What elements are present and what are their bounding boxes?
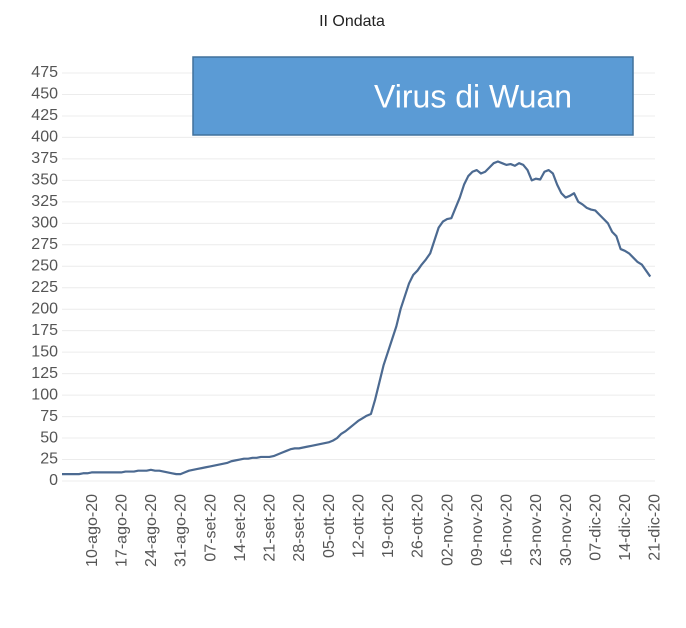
y-tick-label: 350 — [31, 172, 58, 189]
annotation: Virus di Wuan — [374, 78, 572, 114]
y-tick-label: 100 — [31, 386, 58, 403]
x-tick-label: 14-set-20 — [232, 494, 249, 562]
x-tick-label: 23-nov-20 — [528, 494, 545, 566]
x-tick-label: 21-dic-20 — [647, 494, 664, 561]
y-tick-label: 475 — [31, 64, 58, 81]
x-tick-label: 07-dic-20 — [587, 494, 604, 561]
y-tick-label: 300 — [31, 215, 58, 232]
y-tick-label: 425 — [31, 107, 58, 124]
x-tick-label: 05-ott-20 — [321, 494, 338, 558]
x-tick-label: 14-dic-20 — [617, 494, 634, 561]
x-tick-label: 31-ago-20 — [173, 494, 190, 567]
x-tick-label: 16-nov-20 — [499, 494, 516, 566]
y-tick-label: 250 — [31, 257, 58, 274]
annotation-box — [192, 56, 634, 136]
y-tick-label: 0 — [49, 472, 58, 489]
x-tick-label: 28-set-20 — [291, 494, 308, 562]
y-tick-label: 175 — [31, 322, 58, 339]
x-tick-label: 30-nov-20 — [558, 494, 575, 566]
x-tick-label: 24-ago-20 — [143, 494, 160, 567]
y-tick-label: 225 — [31, 279, 58, 296]
chart-title: II Ondata — [319, 13, 385, 30]
y-tick-label: 275 — [31, 236, 58, 253]
y-tick-label: 200 — [31, 300, 58, 317]
y-tick-label: 150 — [31, 343, 58, 360]
y-tick-label: 325 — [31, 193, 58, 210]
x-tick-label: 02-nov-20 — [439, 494, 456, 566]
y-tick-label: 25 — [40, 451, 58, 468]
x-tick-label: 10-ago-20 — [84, 494, 101, 567]
x-tick-label: 19-ott-20 — [380, 494, 397, 558]
x-tick-label: 07-set-20 — [202, 494, 219, 562]
y-tick-label: 450 — [31, 86, 58, 103]
x-tick-label: 21-set-20 — [262, 494, 279, 562]
y-tick-label: 375 — [31, 150, 58, 167]
x-tick-label: 17-ago-20 — [113, 494, 130, 567]
line — [62, 160, 652, 476]
y-tick-label: 400 — [31, 129, 58, 146]
x-tick-label: 09-nov-20 — [469, 494, 486, 566]
x-tick-label: 26-ott-20 — [410, 494, 427, 558]
y-tick-label: 125 — [31, 365, 58, 382]
y-tick-label: 50 — [40, 429, 58, 446]
y-tick-label: 75 — [40, 408, 58, 425]
x-tick-label: 12-ott-20 — [350, 494, 367, 558]
